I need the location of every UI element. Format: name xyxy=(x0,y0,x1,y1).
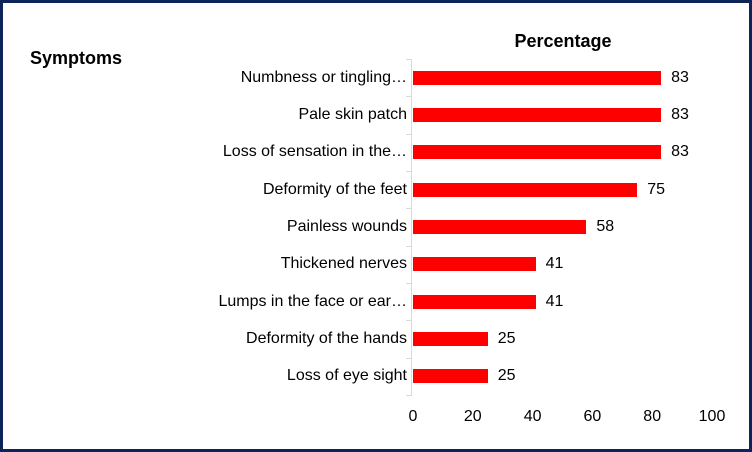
axis-tick xyxy=(406,358,412,359)
category-label: Lumps in the face or ear… xyxy=(218,292,407,310)
category-label: Deformity of the feet xyxy=(262,180,407,198)
axis-tick xyxy=(406,320,412,321)
axis-tick xyxy=(406,283,412,284)
bar-value-label: 83 xyxy=(671,68,689,86)
bar-value-label: 41 xyxy=(545,255,564,273)
category-label: Numbness or tingling… xyxy=(240,68,407,86)
category-label: Loss of eye sight xyxy=(286,367,407,385)
x-tick-label: 100 xyxy=(698,408,726,425)
bar xyxy=(413,107,662,122)
bar-value-label: 83 xyxy=(671,105,689,123)
bar-row: 25 xyxy=(413,358,712,395)
plot-area: 83 83 83 75 58 41 41 25 25 0 20 40 60 80 100 xyxy=(406,59,725,425)
bar xyxy=(413,70,662,85)
bar-row: 58 xyxy=(413,208,712,245)
category-axis-line xyxy=(411,59,412,395)
axis-tick xyxy=(406,96,412,97)
bar-series: 83 83 83 75 58 41 41 25 25 xyxy=(413,59,712,395)
bar-row: 83 xyxy=(413,96,712,133)
bar-value-label: 25 xyxy=(497,329,516,347)
bar xyxy=(413,145,662,160)
bar-value-label: 83 xyxy=(671,143,689,161)
bar xyxy=(413,182,638,197)
bar-value-label: 25 xyxy=(497,367,516,385)
category-label: Loss of sensation in the… xyxy=(222,143,407,161)
category-label: Thickened nerves xyxy=(280,255,407,273)
bar-value-label: 41 xyxy=(545,292,564,310)
bar xyxy=(413,257,536,272)
bar xyxy=(413,294,536,309)
x-tick-label: 0 xyxy=(408,408,418,425)
bar-row: 83 xyxy=(413,59,712,96)
x-tick-label: 40 xyxy=(523,408,542,425)
bar xyxy=(413,219,587,234)
bar-row: 41 xyxy=(413,283,712,320)
x-tick-label: 60 xyxy=(583,408,602,425)
x-tick-label: 20 xyxy=(463,408,482,425)
axis-tick xyxy=(406,395,412,396)
bar-row: 25 xyxy=(413,320,712,357)
bar-row: 83 xyxy=(413,134,712,171)
bar xyxy=(413,369,488,384)
category-axis-title: Symptoms xyxy=(30,48,123,68)
axis-tick xyxy=(406,134,412,135)
chart-title: Percentage xyxy=(514,31,612,51)
bar xyxy=(413,331,488,346)
category-axis-labels: Numbness or tingling… Pale skin patch Loss… xyxy=(3,59,407,395)
axis-tick xyxy=(406,59,412,60)
category-label: Painless wounds xyxy=(286,217,407,235)
axis-tick xyxy=(406,208,412,209)
category-label: Deformity of the hands xyxy=(246,329,407,347)
bar-value-label: 75 xyxy=(647,180,666,198)
category-label: Pale skin patch xyxy=(298,105,407,123)
axis-tick xyxy=(406,246,412,247)
bar-row: 75 xyxy=(413,171,712,208)
x-tick-label: 80 xyxy=(643,408,662,425)
bar-value-label: 58 xyxy=(596,217,615,235)
axis-tick xyxy=(406,171,412,172)
bar-row: 41 xyxy=(413,246,712,283)
